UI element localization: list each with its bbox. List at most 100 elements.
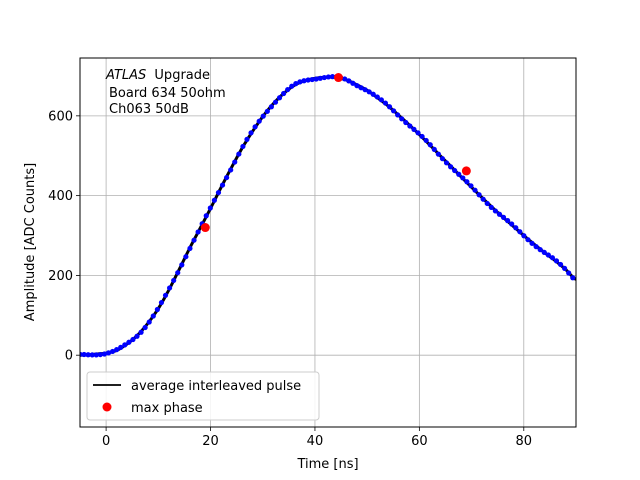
pulse-sample-point xyxy=(154,306,160,313)
pulse-sample-point xyxy=(362,87,368,93)
max-phase-point xyxy=(461,166,471,176)
pulse-sample-point xyxy=(468,183,474,189)
pulse-sample-point xyxy=(403,119,409,126)
series-group xyxy=(80,73,576,358)
pulse-sample-point xyxy=(171,277,177,284)
pulse-sample-point xyxy=(297,79,303,85)
pulse-sample-point xyxy=(281,90,287,97)
pulse-sample-point xyxy=(358,85,364,91)
y-tick-label: 0 xyxy=(65,349,73,364)
pulse-sample-point xyxy=(423,137,429,144)
y-axis-label: Amplitude [ADC Counts] xyxy=(23,163,38,321)
pulse-sample-point xyxy=(105,350,112,356)
pulse-sample-point xyxy=(301,78,307,84)
pulse-sample-point xyxy=(211,197,217,203)
pulse-sample-point xyxy=(411,126,417,132)
pulse-sample-point xyxy=(354,83,360,89)
pulse-sample-point xyxy=(488,204,494,210)
annotation-atlas: ATLAS xyxy=(105,68,146,83)
pulse-sample-point xyxy=(386,104,393,110)
pulse-sample-point xyxy=(549,255,556,261)
pulse-sample-point xyxy=(350,80,356,86)
pulse-sample-point xyxy=(435,151,441,157)
pulse-sample-point xyxy=(114,347,120,353)
pulse-sample-point xyxy=(557,261,564,268)
pulse-sample-point xyxy=(228,167,234,173)
pulse-sample-point xyxy=(219,182,226,188)
pulse-sample-point xyxy=(513,225,519,231)
legend-dot-marker xyxy=(102,402,112,412)
pulse-sample-point xyxy=(158,299,165,306)
pulse-sample-point xyxy=(122,342,128,348)
pulse-sample-point xyxy=(97,351,103,358)
pulse-sample-point xyxy=(452,167,458,174)
pulse-sample-point xyxy=(480,196,486,202)
pulse-sample-point xyxy=(268,104,274,110)
pulse-sample-point xyxy=(191,237,197,243)
pulse-sample-point xyxy=(492,208,498,214)
pulse-sample-point xyxy=(329,74,336,80)
pulse-sample-point xyxy=(248,130,254,136)
pulse-sample-point xyxy=(138,329,144,335)
pulse-sample-point xyxy=(460,175,466,181)
pulse-sample-point xyxy=(236,151,242,157)
pulse-sample-point xyxy=(496,211,503,217)
pulse-sample-point xyxy=(146,319,152,325)
pulse-sample-point xyxy=(541,249,547,255)
annotation-board: Board 634 50ohm xyxy=(109,86,226,101)
pulse-sample-point xyxy=(415,130,421,136)
pulse-sample-point xyxy=(179,262,185,268)
pulse-sample-point xyxy=(207,205,213,211)
pulse-sample-point xyxy=(321,74,327,81)
pulse-sample-point xyxy=(109,348,116,355)
pulse-sample-point xyxy=(81,351,87,358)
max-phase-point xyxy=(333,73,343,83)
pulse-sample-point xyxy=(378,97,384,103)
legend: average interleaved pulse max phase xyxy=(86,371,320,421)
x-tick-label: 20 xyxy=(202,434,219,449)
pulse-sample-point xyxy=(525,237,531,243)
pulse-sample-point xyxy=(101,351,108,357)
pulse-sample-point xyxy=(570,275,576,281)
pulse-sample-point xyxy=(142,324,148,331)
pulse-sample-point xyxy=(509,221,515,227)
pulse-sample-point xyxy=(285,86,291,93)
pulse-sample-point xyxy=(215,189,222,196)
pulse-sample-point xyxy=(232,159,238,165)
grid-lines xyxy=(80,58,576,427)
pulse-sample-point xyxy=(484,200,490,207)
pulse-sample-point xyxy=(390,108,397,114)
pulse-sample-point xyxy=(224,174,230,181)
pulse-sample-point xyxy=(175,270,181,276)
pulse-sample-point xyxy=(439,156,446,162)
pulse-sample-point xyxy=(521,233,527,239)
pulse-sample-point xyxy=(264,108,270,114)
pulse-sample-point xyxy=(313,76,319,82)
pulse-sample-point xyxy=(89,352,95,358)
pulse-sample-point xyxy=(293,81,299,87)
pulse-sample-point xyxy=(289,83,295,89)
y-tick-label: 600 xyxy=(48,109,73,124)
pulse-sample-point xyxy=(150,313,156,319)
x-tick-label: 0 xyxy=(102,434,110,449)
annotation-upgrade: Upgrade xyxy=(154,68,210,83)
annotation-block: ATLAS Upgrade Board 634 50ohm Ch063 50dB xyxy=(105,68,226,117)
pulse-sample-point xyxy=(419,133,425,140)
pulse-sample-point xyxy=(366,89,372,95)
annotation-channel: Ch063 50dB xyxy=(109,102,189,117)
pulse-sample-point xyxy=(443,160,450,166)
pulse-sample-point xyxy=(370,91,376,97)
pulse-sample-point xyxy=(272,99,279,105)
pulse-sample-point xyxy=(130,336,136,343)
pulse-sample-point xyxy=(240,143,246,150)
pulse-sample-point xyxy=(134,333,140,339)
pulse-sample-point xyxy=(382,100,389,106)
y-tick-label: 400 xyxy=(48,189,73,204)
pulse-sample-point xyxy=(374,94,380,100)
pulse-sample-point xyxy=(118,344,124,350)
pulse-sample-point xyxy=(276,95,283,101)
pulse-sample-point xyxy=(529,240,535,246)
legend-label-max-phase: max phase xyxy=(131,401,203,416)
pulse-sample-point xyxy=(195,229,201,235)
